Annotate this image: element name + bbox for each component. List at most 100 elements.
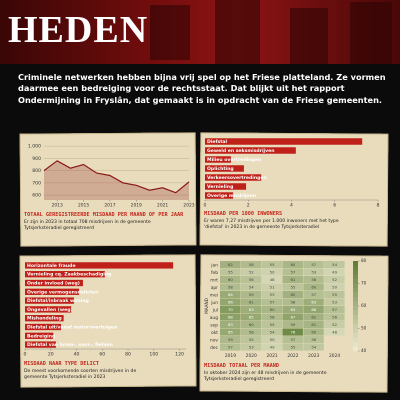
x-tick-label: 2024 bbox=[329, 353, 340, 359]
colorbar-step bbox=[353, 333, 358, 338]
heat-cell bbox=[303, 343, 324, 351]
heat-cell bbox=[261, 336, 283, 344]
heat-cell bbox=[220, 313, 241, 321]
bar bbox=[205, 147, 296, 154]
heat-cell bbox=[220, 306, 241, 314]
row-label: jan bbox=[210, 262, 218, 268]
colorbar-step bbox=[353, 306, 358, 311]
x-tick-label: 20 bbox=[48, 352, 54, 358]
cell-label: 54 bbox=[311, 344, 316, 349]
chart-subtitle: Er waren 7,27 misdrijven per 1.000 inwon… bbox=[204, 219, 339, 230]
x-tick-label: 2020 bbox=[246, 353, 257, 359]
category-label: Bedreiging bbox=[27, 333, 55, 339]
cell-label: 55 bbox=[249, 337, 254, 342]
category-label: Oplichting bbox=[207, 166, 234, 172]
x-tick-label: 2 bbox=[247, 203, 250, 209]
cell-label: 65 bbox=[228, 329, 233, 334]
heat-cell bbox=[324, 261, 345, 269]
x-tick-label: 2013 bbox=[52, 203, 63, 209]
category-label: Horizontale fraude bbox=[27, 263, 76, 269]
heat-cell bbox=[261, 328, 283, 336]
cell-label: 57 bbox=[311, 292, 316, 297]
heat-cell bbox=[240, 336, 262, 344]
cell-label: 55 bbox=[290, 344, 295, 349]
x-tick-label: 8 bbox=[377, 203, 380, 209]
colorbar-step bbox=[353, 270, 358, 275]
y-tick-label: 700 bbox=[32, 180, 41, 186]
heat-cell bbox=[282, 343, 303, 351]
row-label: sep bbox=[210, 323, 218, 328]
x-tick-label: 2019 bbox=[131, 203, 142, 209]
cell-label: 63 bbox=[228, 322, 233, 327]
colorbar-label: 40 bbox=[361, 348, 367, 353]
bar bbox=[205, 183, 247, 190]
row-label: feb bbox=[211, 270, 218, 276]
heat-cell bbox=[282, 313, 303, 321]
cell-label: 64 bbox=[228, 292, 233, 297]
cell-label: 57 bbox=[311, 262, 316, 267]
cell-label: 60 bbox=[290, 262, 295, 267]
heat-cell bbox=[303, 276, 324, 284]
heat-cell bbox=[282, 328, 303, 336]
category-label: Geweld en seksmisdrijven bbox=[207, 148, 275, 154]
cell-label: 56 bbox=[332, 314, 337, 319]
category-label: Diefstal van brom-, snor-, fietsen bbox=[27, 342, 113, 348]
chart-title: MISDAAD TOTAAL PER MAAND bbox=[204, 363, 279, 369]
heat-cell bbox=[303, 321, 324, 329]
heat-cell bbox=[303, 283, 324, 291]
cell-label: 53 bbox=[332, 299, 337, 304]
row-label: nov bbox=[210, 338, 218, 343]
area bbox=[44, 160, 189, 200]
heat-cell bbox=[220, 336, 241, 344]
heat-cell bbox=[303, 336, 324, 344]
bar bbox=[205, 165, 244, 172]
colorbar-step bbox=[353, 328, 358, 334]
colorbar-label: 60 bbox=[361, 303, 367, 308]
heat-cell bbox=[303, 298, 324, 306]
bar bbox=[25, 297, 74, 304]
colorbar-step bbox=[353, 337, 358, 343]
cell-label: 60 bbox=[228, 277, 233, 282]
colorbar-step bbox=[353, 279, 358, 284]
x-tick-label: 2022 bbox=[287, 353, 298, 359]
cell-label: 50 bbox=[332, 284, 337, 289]
cell-label: 57 bbox=[228, 344, 233, 349]
heat-cell bbox=[240, 343, 262, 351]
bar bbox=[205, 174, 262, 181]
cell-label: 63 bbox=[311, 299, 316, 304]
category-label: Diefstal bbox=[207, 139, 228, 145]
bar bbox=[25, 332, 54, 339]
bar bbox=[25, 279, 83, 287]
cell-label: 58 bbox=[228, 284, 233, 289]
x-tick-label: 2017 bbox=[104, 203, 115, 209]
heat-cell bbox=[240, 268, 262, 276]
cell-label: 54 bbox=[249, 284, 254, 289]
heat-cell bbox=[303, 268, 324, 276]
chart-subtitle: De meest voorkomende soorten misdrijven … bbox=[24, 369, 137, 380]
x-tick-label: 2021 bbox=[266, 353, 277, 359]
cell-label: 67 bbox=[290, 314, 295, 319]
cell-label: 58 bbox=[270, 314, 275, 319]
row-label: mrt bbox=[210, 277, 218, 283]
heat-cell bbox=[261, 268, 283, 276]
heat-cell bbox=[220, 298, 241, 306]
cell-label: 54 bbox=[270, 329, 275, 334]
cell-label: 60 bbox=[311, 329, 316, 334]
heat-cell bbox=[220, 283, 241, 291]
heat-cell bbox=[303, 291, 324, 299]
x-tick-label: 100 bbox=[149, 352, 158, 358]
heat-cell bbox=[240, 291, 262, 299]
cell-label: 60 bbox=[270, 307, 275, 312]
cell-label: 59 bbox=[249, 292, 254, 297]
cell-label: 55 bbox=[270, 322, 275, 327]
colorbar-step bbox=[353, 283, 358, 289]
x-tick-label: 2021 bbox=[157, 203, 168, 209]
heat-cell bbox=[282, 283, 303, 291]
heat-cell bbox=[282, 268, 303, 276]
category-label: Mishandeling bbox=[27, 316, 62, 322]
cell-label: 58 bbox=[290, 299, 295, 304]
colorbar-label: 80 bbox=[361, 258, 367, 263]
heat-cell bbox=[282, 298, 303, 306]
colorbar-step bbox=[353, 324, 358, 329]
cell-label: 61 bbox=[290, 277, 295, 282]
